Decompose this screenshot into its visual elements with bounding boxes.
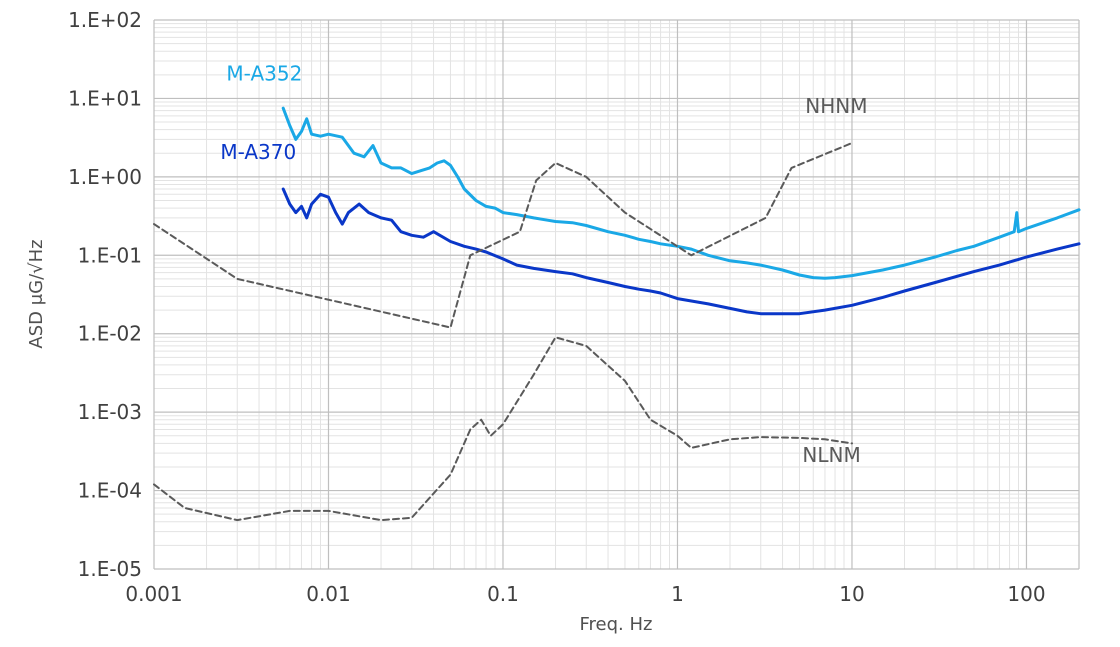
major-gridlines — [153, 19, 1080, 570]
y-axis-label: ASD μG/√Hz — [26, 239, 47, 348]
series-annotations: M-A352 M-A370 NHNM NLNM — [220, 61, 867, 467]
y-tick-label: 1.E-05 — [78, 557, 142, 581]
x-tick-label: 0.1 — [487, 582, 519, 606]
x-tick-label: 100 — [1007, 582, 1045, 606]
series-line-nlnm — [153, 336, 853, 522]
series-annotation-nhnm: NHNM — [805, 94, 867, 118]
y-tick-label: 1.E+00 — [68, 165, 142, 189]
x-tick-label: 0.001 — [125, 582, 182, 606]
x-tick-label: 1 — [671, 582, 684, 606]
y-tick-label: 1.E+02 — [68, 8, 142, 32]
series-line-nhnm — [153, 142, 853, 329]
series-line-m-a370 — [281, 187, 1081, 316]
minor-gridlines — [154, 20, 1080, 569]
series-annotation-m-a352: M-A352 — [226, 61, 302, 85]
tick-labels: 0.001 0.01 0.1 1 10 100 1.E-05 1.E-04 1.E-03 1.E-… — [68, 8, 1046, 606]
y-tick-label: 1.E+01 — [68, 86, 142, 110]
series-lines — [153, 106, 1081, 522]
x-tick-label: 10 — [839, 582, 864, 606]
y-tick-label: 1.E-03 — [78, 400, 142, 424]
series-line-m-a352 — [281, 106, 1081, 280]
y-tick-label: 1.E-01 — [78, 243, 142, 267]
y-tick-label: 1.E-04 — [78, 479, 142, 503]
series-annotation-m-a370: M-A370 — [220, 140, 296, 164]
y-tick-label: 1.E-02 — [78, 322, 142, 346]
series-annotation-nlnm: NLNM — [802, 443, 860, 467]
x-axis-label: Freq. Hz — [580, 614, 653, 635]
x-tick-label: 0.01 — [306, 582, 351, 606]
